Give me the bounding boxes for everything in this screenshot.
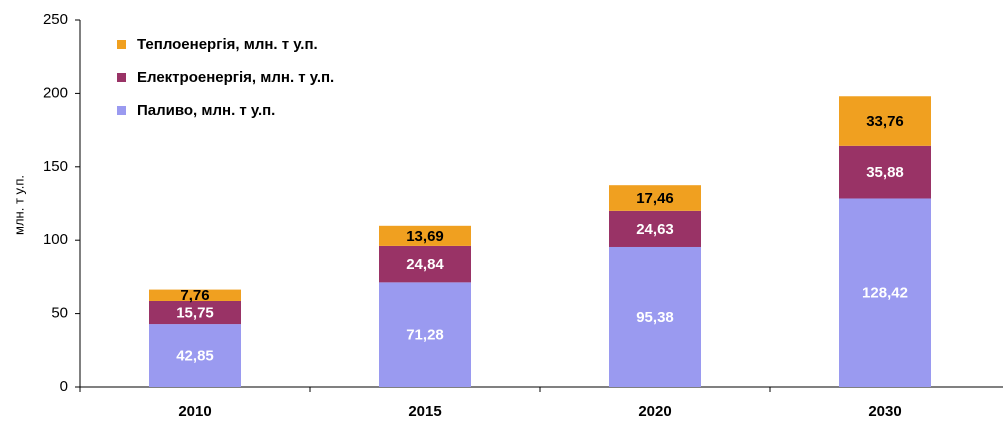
legend-swatch (117, 73, 126, 82)
value-label: 33,76 (866, 113, 904, 130)
y-tick-label: 100 (43, 231, 68, 248)
bar-segment (379, 245, 471, 283)
bar-segment (379, 225, 471, 246)
legend-label: Паливо, млн. т у.п. (137, 102, 275, 119)
value-label: 42,85 (176, 348, 214, 365)
bar-segment (379, 282, 471, 387)
y-tick-label: 0 (60, 378, 68, 395)
y-tick-label: 200 (43, 84, 68, 101)
value-label: 7,76 (180, 287, 209, 304)
bar-segment (839, 145, 931, 199)
value-label: 13,69 (406, 228, 444, 245)
y-tick-label: 150 (43, 158, 68, 175)
value-label: 24,63 (636, 221, 674, 238)
bar-segment (149, 300, 241, 325)
bar-segment (149, 289, 241, 301)
value-label: 15,75 (176, 305, 214, 322)
x-tick-label: 2020 (638, 403, 671, 420)
bar-segment (609, 246, 701, 387)
y-tick-label: 50 (51, 305, 68, 322)
value-label: 17,46 (636, 190, 674, 207)
x-tick-label: 2010 (178, 403, 211, 420)
value-label: 95,38 (636, 309, 674, 326)
legend-label: Теплоенергія, млн. т у.п. (137, 36, 318, 53)
bar-segment (839, 198, 931, 387)
x-tick-label: 2030 (868, 403, 901, 420)
x-tick-label: 2015 (408, 403, 441, 420)
value-label: 35,88 (866, 164, 904, 181)
legend-swatch (117, 106, 126, 115)
value-label: 71,28 (406, 327, 444, 344)
bar-segment (149, 324, 241, 387)
value-label: 128,42 (862, 285, 908, 302)
value-label: 24,84 (406, 256, 444, 273)
legend-label: Електроенергія, млн. т у.п. (137, 69, 334, 86)
bar-segment (839, 96, 931, 146)
bar-segment (609, 210, 701, 247)
y-tick-label: 250 (43, 11, 68, 28)
legend-swatch (117, 40, 126, 49)
bar-segment (609, 185, 701, 211)
y-axis-label: млн. т у.п. (11, 175, 26, 235)
